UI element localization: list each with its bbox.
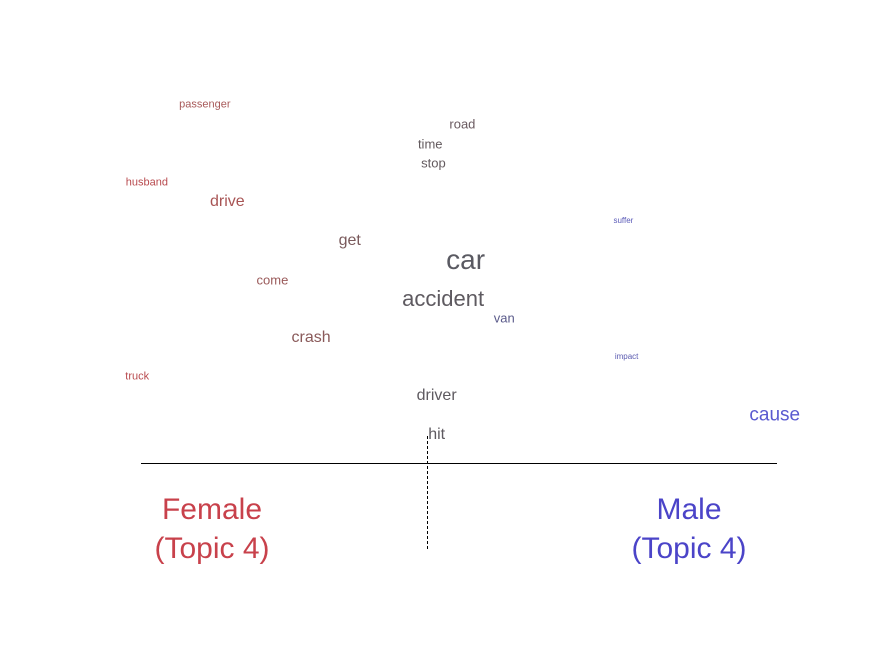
word-drive: drive <box>210 193 245 210</box>
word-husband: husband <box>125 176 168 189</box>
word-time: time <box>417 136 443 152</box>
word-stop: stop <box>421 155 446 171</box>
word-crash: crash <box>291 328 331 346</box>
female-label-topic: (Topic 4) <box>154 532 270 565</box>
word-get: get <box>338 231 361 249</box>
word-van: van <box>493 310 515 326</box>
male-label-topic: (Topic 4) <box>631 532 747 565</box>
male-label-name: Male <box>656 493 722 526</box>
female-group-label: Female (Topic 4) <box>154 490 269 568</box>
x-axis-line <box>141 463 777 464</box>
word-accident: accident <box>402 286 485 311</box>
word-come: come <box>256 272 289 288</box>
word-car: car <box>446 244 486 276</box>
male-group-label: Male (Topic 4) <box>631 490 746 568</box>
female-label-name: Female <box>161 493 263 526</box>
center-dashed-line <box>427 436 428 549</box>
word-cause: cause <box>749 404 801 426</box>
word-impact: impact <box>614 352 639 362</box>
word-truck: truck <box>125 370 150 383</box>
word-hit: hit <box>428 425 446 443</box>
word-road: road <box>449 116 476 132</box>
word-passenger: passenger <box>179 98 231 111</box>
word-driver: driver <box>416 387 457 404</box>
word-suffer: suffer <box>613 216 634 226</box>
